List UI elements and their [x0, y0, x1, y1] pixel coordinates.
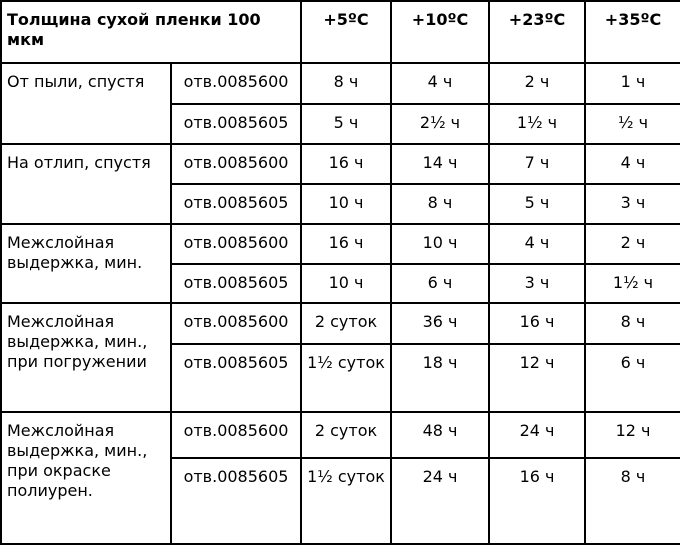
value-cell: 2 суток [300, 411, 393, 459]
table-row: отв.0085605 1½ суток 18 ч 12 ч 6 ч [1, 343, 680, 413]
variant-cell: отв.0085605 [169, 343, 303, 413]
group-label-recoat-immersion: Межслойная выдержка, мин., при погружени… [0, 302, 172, 413]
value-cell: 10 ч [390, 223, 491, 265]
value-cell: 10 ч [300, 263, 393, 304]
value-cell: ½ ч [584, 103, 680, 145]
variant-cell: отв.0085600 [169, 302, 303, 345]
variant-cell: отв.0085605 [169, 103, 303, 145]
value-cell: 7 ч [488, 143, 587, 185]
value-cell: 8 ч [584, 457, 680, 545]
value-cell: 16 ч [300, 223, 393, 265]
variant-cell: отв.0085605 [169, 183, 303, 225]
value-cell: 3 ч [584, 183, 680, 225]
table-row: отв.0085605 10 ч 8 ч 5 ч 3 ч [1, 183, 680, 225]
value-cell: 1½ ч [584, 263, 680, 304]
value-cell: 2 ч [488, 62, 587, 105]
table-row: отв.0085605 1½ суток 24 ч 16 ч 8 ч [1, 457, 680, 545]
value-cell: 6 ч [390, 263, 491, 304]
value-cell: 24 ч [488, 411, 587, 459]
table-row: отв.0085605 10 ч 6 ч 3 ч 1½ ч [1, 263, 680, 304]
value-cell: 24 ч [390, 457, 491, 545]
value-cell: 1 ч [584, 62, 680, 105]
value-cell: 2 ч [584, 223, 680, 265]
group-label-dust: От пыли, спустя [0, 62, 172, 145]
value-cell: 16 ч [488, 302, 587, 345]
table-row: Межслойная выдержка, мин., при окраске п… [0, 411, 680, 545]
value-cell: 48 ч [390, 411, 491, 459]
value-cell: 18 ч [390, 343, 491, 413]
value-cell: 2 суток [300, 302, 393, 345]
value-cell: 12 ч [584, 411, 680, 459]
value-cell: 36 ч [390, 302, 491, 345]
variant-cell: отв.0085600 [169, 223, 303, 265]
value-cell: 4 ч [488, 223, 587, 265]
value-cell: 16 ч [300, 143, 393, 185]
value-cell: 8 ч [390, 183, 491, 225]
value-cell: 6 ч [584, 343, 680, 413]
value-cell: 10 ч [300, 183, 393, 225]
value-cell: 3 ч [488, 263, 587, 304]
table-row: отв.0085605 5 ч 2½ ч 1½ ч ½ ч [1, 103, 680, 145]
table-row: На отлип, спустя отв.0085600 16 ч 14 ч 7… [0, 143, 680, 225]
temp-header-10c: +10ºС [390, 0, 491, 64]
value-cell: 4 ч [390, 62, 491, 105]
value-cell: 1½ суток [300, 457, 393, 545]
variant-cell: отв.0085600 [169, 62, 303, 105]
value-cell: 2½ ч [390, 103, 491, 145]
value-cell: 12 ч [488, 343, 587, 413]
variant-cell: отв.0085600 [169, 143, 303, 185]
group-label-recoat-polyurethane: Межслойная выдержка, мин., при окраске п… [0, 411, 172, 545]
value-cell: 16 ч [488, 457, 587, 545]
value-cell: 1½ ч [488, 103, 587, 145]
temp-header-23c: +23ºС [488, 0, 587, 64]
table-row: Межслойная выдержка, мин., при погружени… [0, 302, 680, 413]
value-cell: 5 ч [488, 183, 587, 225]
value-cell: 4 ч [584, 143, 680, 185]
table-row: От пыли, спустя отв.0085600 8 ч 4 ч 2 ч … [0, 62, 680, 145]
variant-cell: отв.0085605 [169, 263, 303, 304]
table-row: Межслойная выдержка, мин. отв.0085600 16… [0, 223, 680, 304]
temp-header-5c: +5ºС [300, 0, 393, 64]
variant-cell: отв.0085600 [169, 411, 303, 459]
value-cell: 1½ суток [300, 343, 393, 413]
table-title-cell: Толщина сухой пленки 100 мкм [0, 0, 303, 64]
value-cell: 14 ч [390, 143, 491, 185]
value-cell: 8 ч [300, 62, 393, 105]
temp-header-35c: +35ºС [584, 0, 680, 64]
header-row: Толщина сухой пленки 100 мкм +5ºС +10ºС … [0, 0, 680, 64]
group-label-tack-free: На отлип, спустя [0, 143, 172, 225]
value-cell: 8 ч [584, 302, 680, 345]
variant-cell: отв.0085605 [169, 457, 303, 545]
value-cell: 5 ч [300, 103, 393, 145]
group-label-recoat-min: Межслойная выдержка, мин. [0, 223, 172, 304]
